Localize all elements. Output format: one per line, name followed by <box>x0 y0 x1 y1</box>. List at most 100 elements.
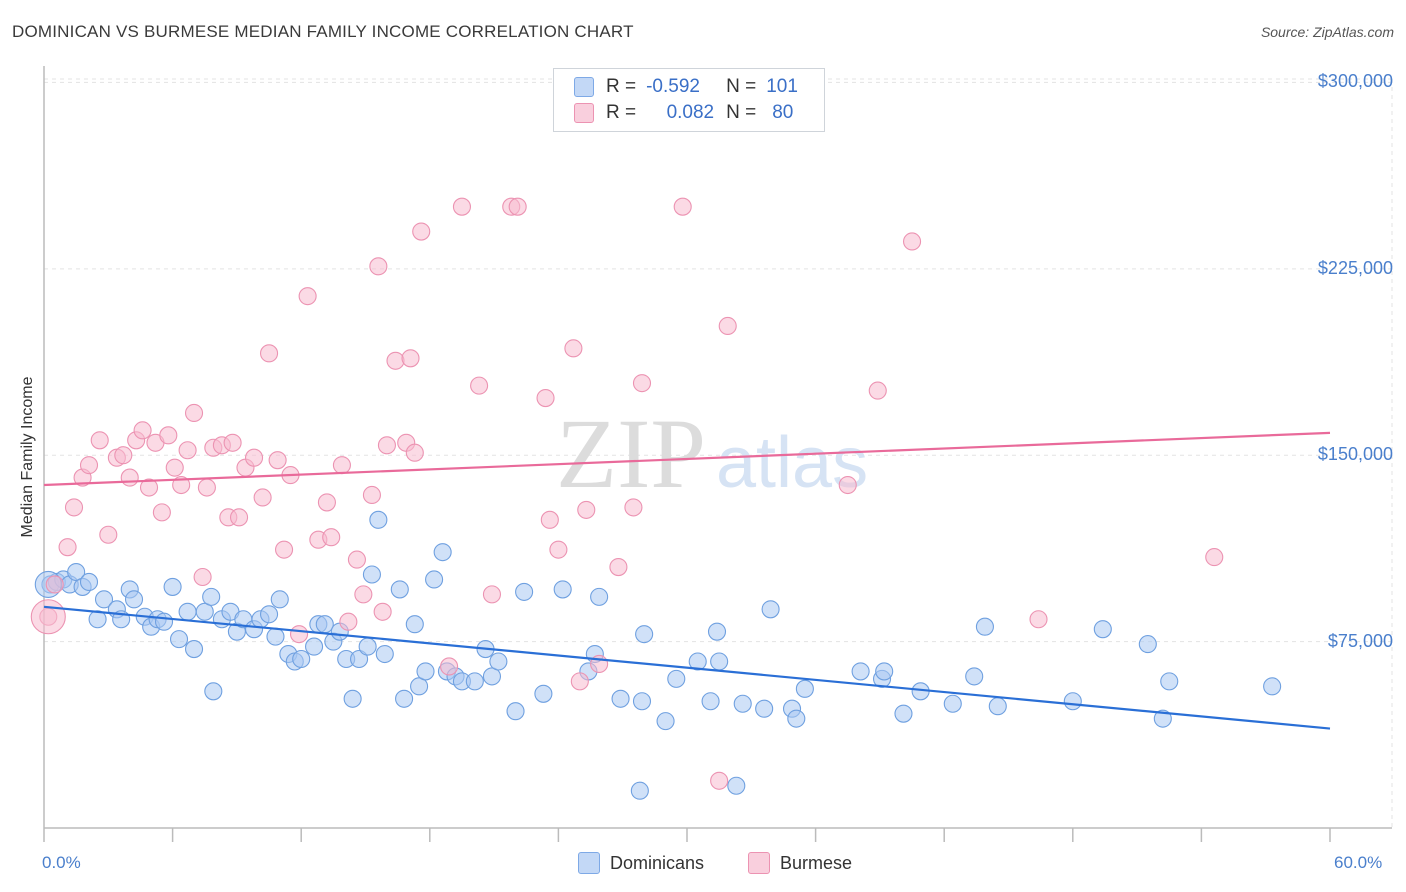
burmese-point <box>354 585 373 604</box>
dominicans-point <box>553 580 572 599</box>
dominicans-point <box>266 627 285 646</box>
dominicans-point <box>405 615 424 634</box>
dominicans-points <box>34 510 1282 800</box>
burmese-swatch <box>574 103 594 123</box>
burmese-point <box>405 443 424 462</box>
burmese-point <box>159 426 178 445</box>
burmese-point <box>1029 610 1048 629</box>
burmese-point <box>114 446 133 465</box>
dominicans-point <box>534 684 553 703</box>
burmese-point <box>298 287 317 306</box>
dominicans-point <box>465 672 484 691</box>
burmese-point <box>632 374 652 393</box>
dominicans-point <box>988 697 1007 716</box>
dominicans-point <box>1160 672 1179 691</box>
burmese-point <box>549 540 568 559</box>
burmese-point <box>58 538 77 557</box>
dominicans-point <box>482 667 502 686</box>
dominicans-point <box>305 637 324 656</box>
dominicans-point <box>169 630 189 649</box>
burmese-point <box>536 389 555 408</box>
burmese-point <box>508 197 527 216</box>
burmese-point <box>290 625 309 644</box>
dominicans-point <box>195 602 214 621</box>
r-value-burmese: 0.082 <box>666 102 715 123</box>
dominicans-point <box>184 640 204 659</box>
burmese-trend-line <box>43 431 1331 487</box>
burmese-point <box>470 376 489 395</box>
dominicans-point <box>761 600 780 619</box>
burmese-point <box>184 403 204 423</box>
r-label: R = <box>606 76 637 97</box>
dominicans-point <box>204 682 223 701</box>
dominicans-point <box>795 679 814 698</box>
dominicans-point <box>701 692 720 711</box>
burmese-point <box>452 197 472 216</box>
burmese-point <box>609 557 628 577</box>
n-label: N = <box>726 76 757 97</box>
dominicans-point <box>1153 709 1172 728</box>
burmese-point <box>229 508 249 527</box>
dominicans-point <box>506 702 525 721</box>
legend-item-burmese[interactable]: Burmese <box>748 852 852 874</box>
burmese-legend-swatch <box>748 852 770 874</box>
dominicans-point <box>1263 677 1282 696</box>
dominicans-point <box>630 781 649 800</box>
correlation-legend: R = -0.592 N = 101 R = 0.082 N = 80 <box>553 68 825 132</box>
source-label: Source: ZipAtlas.com <box>1260 24 1394 40</box>
burmese-point <box>347 550 366 569</box>
burmese-point <box>718 316 737 336</box>
dominicans-point <box>369 510 388 529</box>
dominicans-point <box>727 776 746 795</box>
burmese-point <box>322 528 341 547</box>
burmese-point <box>317 493 336 512</box>
n-value-dominicans: 101 <box>766 76 798 97</box>
n-value-burmese: 80 <box>772 102 794 123</box>
burmese-point <box>482 585 502 604</box>
dominicans-point <box>425 570 444 589</box>
dominicans-point <box>67 562 86 582</box>
dominicans-point <box>163 577 182 596</box>
burmese-point <box>99 525 118 544</box>
dominicans-point <box>362 565 381 584</box>
burmese-point <box>139 478 159 497</box>
dominicans-point <box>707 622 727 641</box>
burmese-point <box>838 475 857 495</box>
burmese-point <box>152 503 171 522</box>
dominicans-point <box>154 612 174 631</box>
dominicans-point <box>375 644 394 664</box>
axes <box>43 66 1392 842</box>
burmese-point <box>564 339 583 358</box>
burmese-point <box>386 351 405 370</box>
dominicans-point <box>202 587 221 606</box>
burmese-point <box>120 468 139 487</box>
dominicans-point <box>94 590 114 609</box>
burmese-point <box>540 510 559 529</box>
burmese-legend-label: Burmese <box>780 852 853 873</box>
dominicans-point <box>410 677 429 696</box>
burmese-point <box>197 478 216 497</box>
burmese-point <box>223 433 242 452</box>
burmese-point <box>624 498 643 517</box>
dominicans-point <box>343 689 362 708</box>
burmese-point <box>268 451 287 470</box>
dominicans-point <box>259 605 279 624</box>
burmese-point <box>79 456 99 475</box>
dominicans-point <box>1093 620 1112 639</box>
dominicans-point <box>270 590 289 609</box>
burmese-point <box>64 498 84 517</box>
dominicans-point <box>358 637 377 656</box>
y-axis-label-wrap: Median Family Income <box>14 0 42 892</box>
dominicans-point <box>733 694 752 713</box>
dominicans-point <box>851 662 870 681</box>
y-tick-label: $150,000 <box>1317 444 1393 465</box>
burmese-point <box>133 421 152 440</box>
dominicans-point <box>315 615 334 634</box>
dominicans-point <box>1063 692 1082 711</box>
r-label: R = <box>606 102 637 123</box>
dominicans-point <box>489 652 508 671</box>
dominicans-point <box>611 689 630 708</box>
legend-item-dominicans[interactable]: Dominicans <box>578 852 704 874</box>
dominicans-swatch <box>574 77 594 97</box>
